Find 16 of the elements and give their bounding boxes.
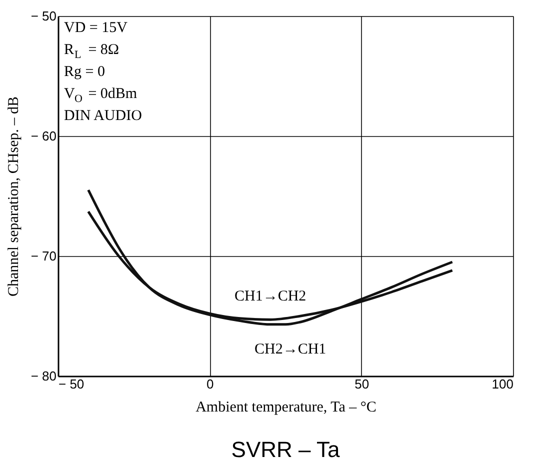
y-tick-label: − 70	[30, 248, 56, 264]
y-axis-title: Channel separation, CHsep. – dB	[6, 96, 22, 296]
y-tick-label: − 60	[30, 128, 56, 144]
x-tick-label: 100	[492, 376, 514, 392]
annotation: Rg = 0	[64, 64, 105, 80]
x-tick-label: 50	[354, 376, 370, 392]
series-label: CH2→CH1	[254, 341, 326, 358]
annotation: DIN AUDIO	[64, 108, 142, 124]
y-tick-label: − 80	[30, 368, 56, 384]
x-tick-label: − 50	[58, 376, 84, 392]
y-tick-label: − 50	[30, 8, 56, 24]
series-label: CH1→CH2	[234, 288, 306, 305]
text: SVRR – Ta	[231, 437, 340, 462]
x-axis-title: Ambient temperature, Ta – °C	[196, 400, 376, 416]
x-tick-label: 0	[206, 376, 214, 392]
annotation: VD = 15V	[64, 20, 128, 36]
